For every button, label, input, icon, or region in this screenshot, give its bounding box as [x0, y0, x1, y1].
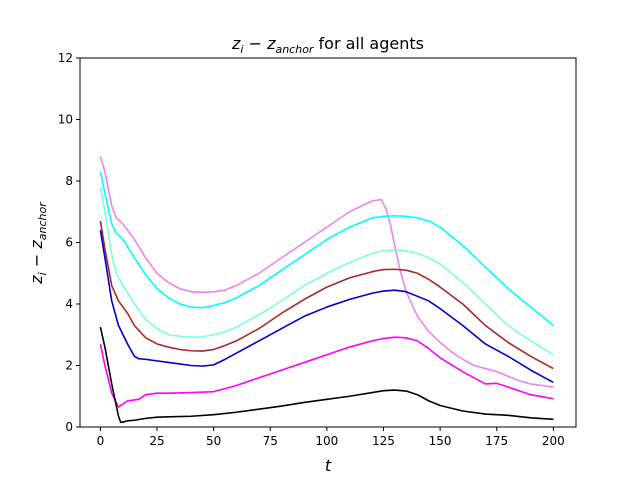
x-tick-label: 50 — [206, 434, 221, 448]
y-tick-label: 0 — [65, 420, 73, 434]
series-line-6 — [99, 336, 554, 408]
y-tick-label: 12 — [58, 51, 73, 65]
title-z-i-base: z — [231, 34, 241, 53]
title-i-subscript: i — [240, 43, 243, 56]
title-anchor-subscript: anchor — [275, 43, 314, 56]
y-tick-label: 4 — [65, 297, 73, 311]
x-tick-label: 25 — [149, 434, 164, 448]
x-tick-label: 150 — [429, 434, 452, 448]
plot-area — [80, 58, 576, 427]
ylabel-anchor-subscript: anchor — [36, 201, 49, 240]
series-layer — [99, 156, 554, 424]
series-line-2 — [99, 171, 554, 327]
x-tick-label: 100 — [315, 434, 338, 448]
x-tick-label: 175 — [485, 434, 508, 448]
y-tick-label: 6 — [65, 236, 73, 250]
series-line-1 — [99, 156, 554, 388]
x-tick-label: 125 — [372, 434, 395, 448]
ticks-layer: 0 25 50 75 100 125 150 175 200 0 2 4 6 8 10 12 — [58, 51, 565, 448]
y-tick-label: 10 — [58, 113, 73, 127]
ylabel-minus: − — [27, 249, 46, 273]
ylabel-z-i-base: z — [27, 275, 46, 285]
x-axis-label: t — [325, 456, 332, 475]
series-line-7 — [99, 326, 554, 424]
series-line-3 — [99, 187, 554, 356]
x-tick-label: 200 — [542, 434, 565, 448]
series-line-4 — [99, 220, 554, 370]
title-suffix: for all agents — [313, 34, 424, 53]
y-tick-label: 2 — [65, 359, 73, 373]
title-z-anchor-base: z — [266, 34, 276, 53]
chart-title: zi − zanchor for all agents — [231, 34, 424, 56]
y-tick-label: 8 — [65, 174, 73, 188]
title-minus: − — [243, 34, 267, 53]
x-tick-label: 0 — [97, 434, 105, 448]
y-axis-label: zi − zanchor — [27, 201, 49, 285]
ylabel-i-subscript: i — [36, 272, 49, 275]
series-line-5 — [99, 230, 554, 384]
x-tick-label: 75 — [263, 434, 278, 448]
plot-frame — [79, 57, 577, 428]
ylabel-z-anchor-base: z — [27, 240, 46, 250]
